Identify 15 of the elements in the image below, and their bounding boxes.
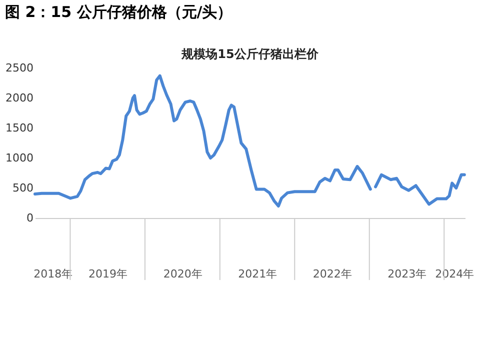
y-tick-label: 1500: [6, 122, 34, 134]
y-tick-label: 0: [26, 212, 34, 224]
chart-subtitle: 规模场15公斤仔猪出栏价: [180, 47, 320, 61]
y-tick-label: 2500: [6, 62, 34, 74]
x-tick-label: 2022年: [312, 268, 352, 280]
x-tick-label: 2023年: [388, 268, 427, 280]
x-tick-label: 2020年: [163, 268, 202, 280]
y-tick-label: 500: [12, 182, 34, 194]
y-tick-label: 1000: [6, 152, 34, 164]
x-tick-label: 2018年: [34, 268, 73, 280]
chart-title: 图 2：15 公斤仔猪价格（元/头）: [5, 3, 232, 21]
y-tick-label: 2000: [6, 92, 34, 104]
x-tick-label: 2024年: [435, 268, 474, 280]
x-tick-label: 2019年: [88, 268, 128, 280]
x-tick-label: 2021年: [238, 268, 278, 280]
